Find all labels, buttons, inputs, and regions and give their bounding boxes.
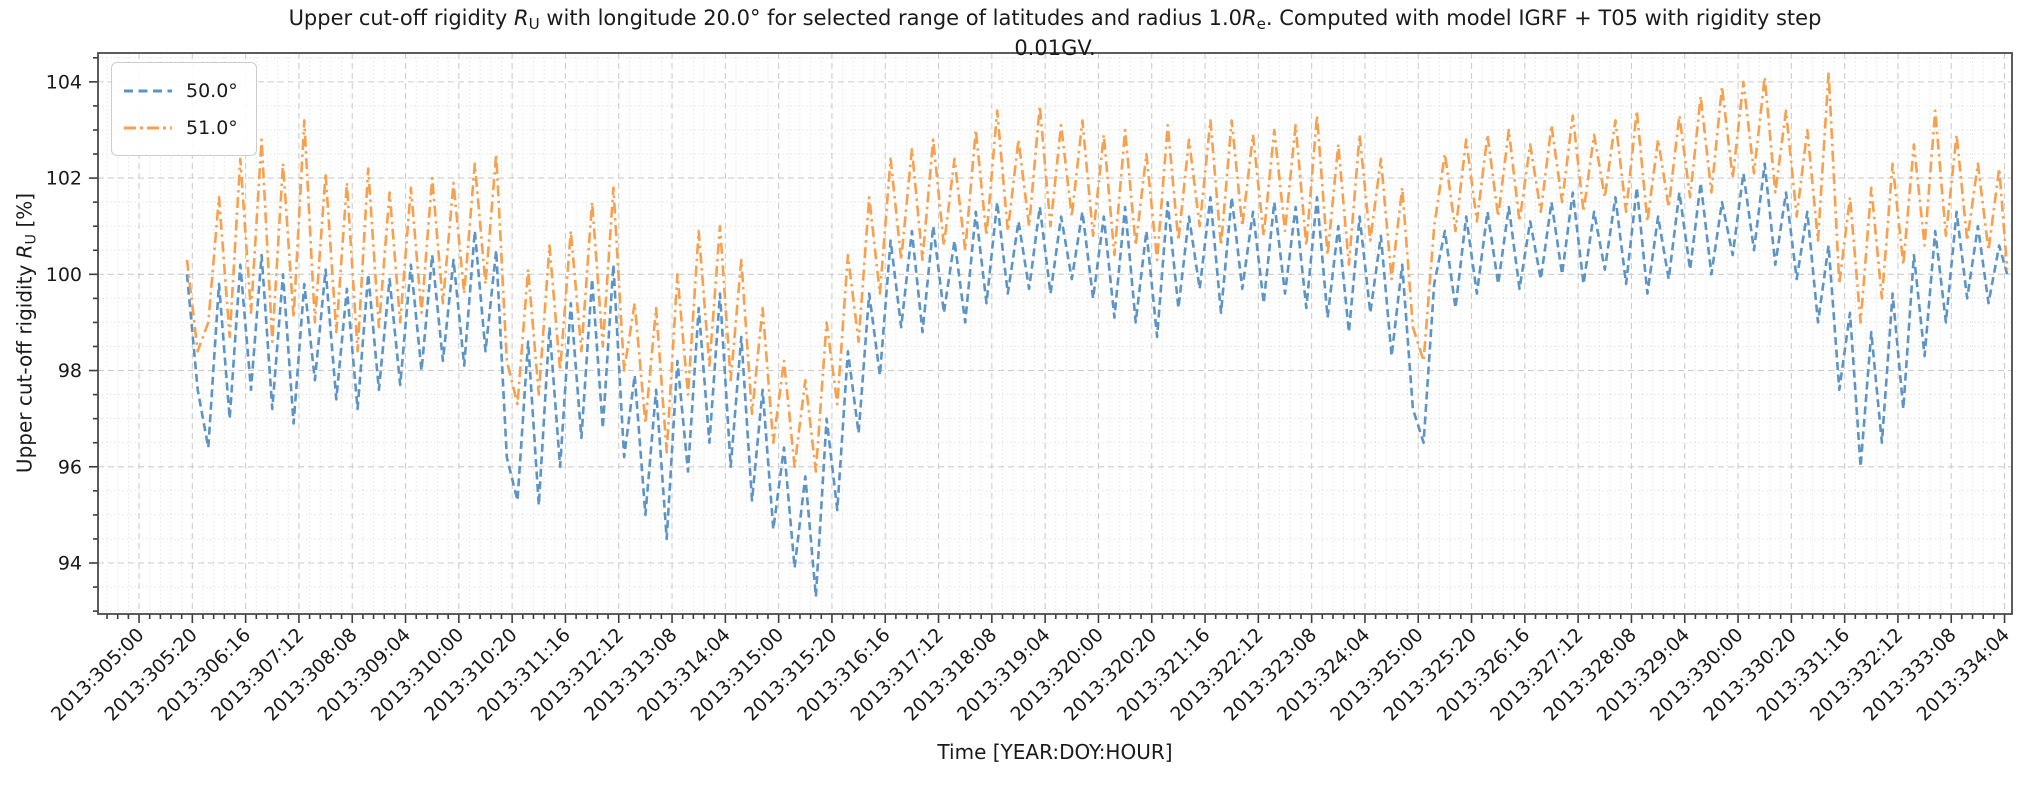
svg-text:2013:315:00: 2013:315:00 — [687, 624, 789, 726]
legend-line-sample-blue-dashed — [124, 89, 172, 92]
svg-text:2013:320:20: 2013:320:20 — [1060, 624, 1162, 726]
chart-title: Upper cut-off rigidity RU with longitude… — [288, 6, 1822, 61]
svg-text:2013:311:16: 2013:311:16 — [473, 624, 575, 726]
svg-text:2013:316:16: 2013:316:16 — [793, 624, 895, 726]
legend-item-51: 51.0° — [124, 109, 238, 146]
svg-text:2013:310:00: 2013:310:00 — [367, 624, 469, 726]
svg-text:2013:313:08: 2013:313:08 — [580, 624, 682, 726]
svg-text:2013:331:16: 2013:331:16 — [1753, 624, 1855, 726]
svg-text:2013:329:04: 2013:329:04 — [1593, 624, 1695, 726]
svg-text:2013:307:12: 2013:307:12 — [207, 624, 309, 726]
svg-text:2013:320:00: 2013:320:00 — [1006, 624, 1108, 726]
svg-text:2013:330:20: 2013:330:20 — [1699, 624, 1801, 726]
legend-label-50: 50.0° — [186, 79, 238, 102]
svg-text:98: 98 — [58, 360, 82, 382]
svg-text:2013:305:00: 2013:305:00 — [47, 624, 149, 726]
svg-text:2013:326:16: 2013:326:16 — [1433, 624, 1535, 726]
svg-text:2013:322:12: 2013:322:12 — [1166, 624, 1268, 726]
svg-text:2013:310:20: 2013:310:20 — [420, 624, 522, 726]
svg-text:2013:309:04: 2013:309:04 — [314, 624, 416, 726]
svg-text:2013:305:20: 2013:305:20 — [100, 624, 202, 726]
svg-text:2013:330:00: 2013:330:00 — [1646, 624, 1748, 726]
svg-text:2013:325:00: 2013:325:00 — [1326, 624, 1428, 726]
svg-text:2013:318:08: 2013:318:08 — [900, 624, 1002, 726]
series-line-orange-51 — [185, 70, 2009, 473]
svg-text:2013:328:08: 2013:328:08 — [1539, 624, 1641, 726]
svg-text:2013:319:04: 2013:319:04 — [953, 624, 1055, 726]
svg-text:2013:314:04: 2013:314:04 — [633, 624, 735, 726]
svg-text:2013:312:12: 2013:312:12 — [527, 624, 629, 726]
axes-frame — [97, 52, 2013, 615]
svg-text:2013:324:04: 2013:324:04 — [1273, 624, 1375, 726]
svg-text:2013:306:16: 2013:306:16 — [154, 624, 256, 726]
svg-text:102: 102 — [46, 168, 82, 190]
svg-text:2013:323:08: 2013:323:08 — [1220, 624, 1322, 726]
series-line-blue-50 — [185, 162, 2009, 599]
x-axis-label: Time [YEAR:DOY:HOUR] — [937, 740, 1173, 764]
svg-text:2013:325:20: 2013:325:20 — [1380, 624, 1482, 726]
svg-text:104: 104 — [46, 71, 82, 93]
svg-text:100: 100 — [46, 264, 82, 286]
svg-text:2013:308:08: 2013:308:08 — [260, 624, 362, 726]
svg-text:2013:332:12: 2013:332:12 — [1806, 624, 1908, 726]
svg-text:96: 96 — [58, 456, 82, 478]
svg-text:2013:321:16: 2013:321:16 — [1113, 624, 1215, 726]
svg-text:2013:333:08: 2013:333:08 — [1859, 624, 1961, 726]
svg-text:2013:315:20: 2013:315:20 — [740, 624, 842, 726]
legend-label-51: 51.0° — [186, 116, 238, 139]
svg-text:2013:317:12: 2013:317:12 — [847, 624, 949, 726]
legend-item-50: 50.0° — [124, 72, 238, 109]
y-tick-labels: 94 96 98 100 102 104 — [46, 71, 82, 574]
legend-line-sample-orange-dashdot — [124, 126, 172, 129]
svg-text:2013:327:12: 2013:327:12 — [1486, 624, 1588, 726]
x-tick-labels: 2013:305:002013:305:202013:306:162013:30… — [47, 624, 2014, 726]
plot-area — [98, 53, 2012, 614]
legend: 50.0° 51.0° — [111, 62, 257, 156]
svg-text:2013:334:04: 2013:334:04 — [1913, 624, 2015, 726]
svg-text:94: 94 — [58, 553, 82, 575]
